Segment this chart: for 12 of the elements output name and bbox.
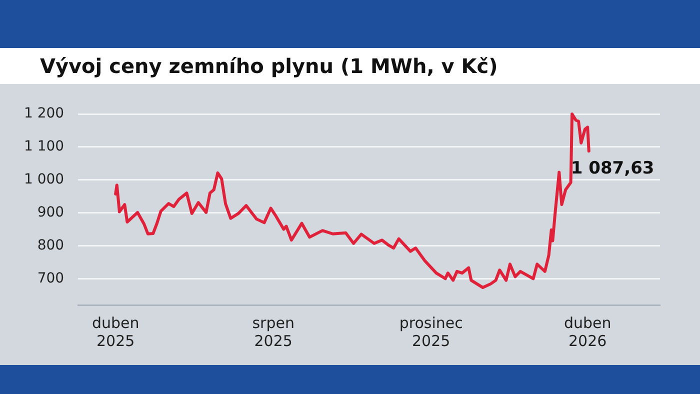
x-tick-label: prosinec 2025 xyxy=(399,314,463,350)
chart-title: Vývoj ceny zemního plynu (1 MWh, v Kč) xyxy=(40,54,498,78)
y-tick-label: 700 xyxy=(37,270,64,286)
x-tick-label: duben 2025 xyxy=(92,314,140,350)
annotation: 1 087,63 xyxy=(570,158,654,178)
y-tick-label: 800 xyxy=(37,237,64,254)
x-tick-label: srpen 2025 xyxy=(252,314,294,350)
y-tick-label: 1 200 xyxy=(24,106,64,122)
y-tick-label: 1 000 xyxy=(24,172,64,188)
y-tick-label: 900 xyxy=(37,204,64,220)
y-tick-label: 1 100 xyxy=(24,138,64,155)
x-tick-label: duben 2026 xyxy=(564,314,612,350)
